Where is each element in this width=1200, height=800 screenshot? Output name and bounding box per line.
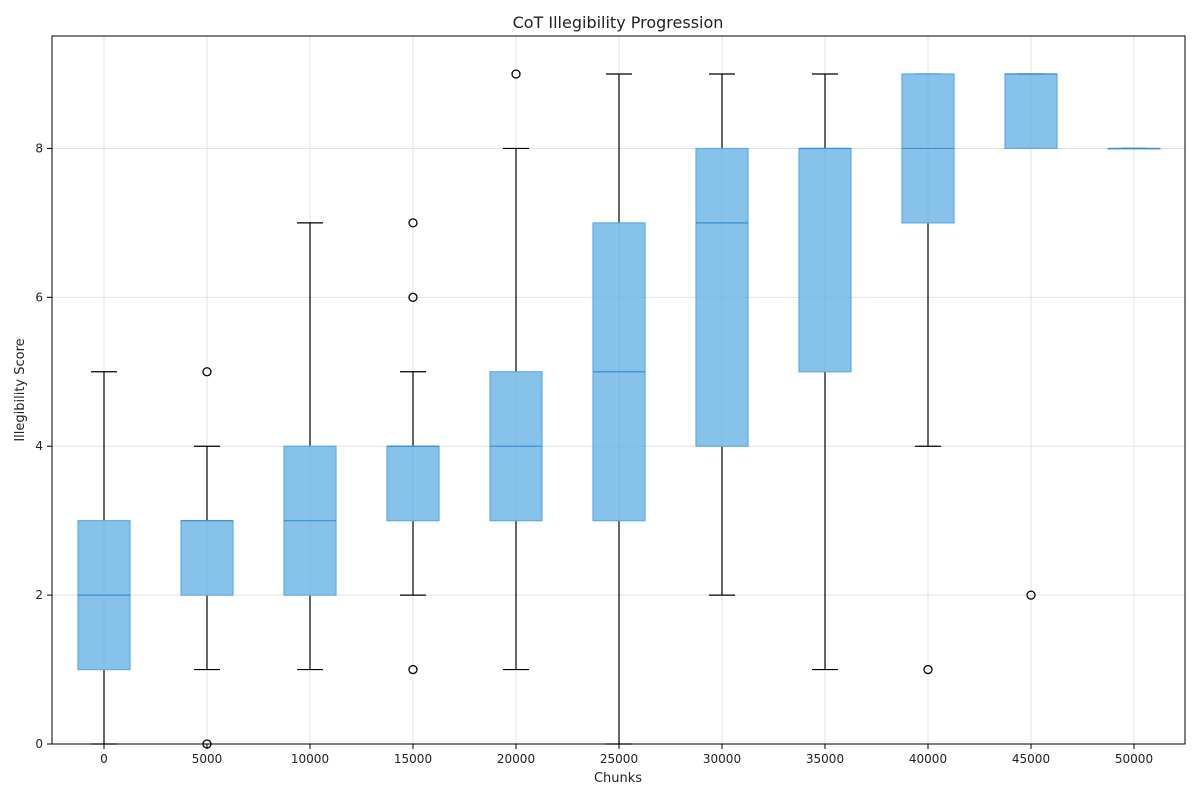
x-tick-label: 15000: [394, 752, 432, 766]
box-group: [1004, 73, 1058, 600]
x-axis-label: Chunks: [594, 771, 642, 786]
box: [180, 520, 234, 596]
box-series: [77, 69, 1161, 749]
y-axis-label: Illegibility Score: [13, 338, 28, 441]
outlier-point: [511, 69, 521, 79]
y-tick-label: 0: [35, 737, 43, 751]
x-tick-label: 30000: [703, 752, 741, 766]
outlier-point: [408, 664, 418, 675]
outlier-point: [1026, 590, 1036, 600]
y-tick-label: 6: [35, 290, 43, 304]
x-tick-label: 45000: [1012, 752, 1050, 766]
x-tick-label: 0: [100, 752, 108, 766]
outlier-point: [408, 218, 418, 228]
x-tick-label: 50000: [1115, 752, 1153, 766]
box: [798, 147, 852, 373]
y-tick-label: 4: [35, 439, 43, 453]
x-tick-label: 10000: [291, 752, 329, 766]
box-group: [592, 73, 646, 745]
y-tick-label: 2: [35, 588, 43, 602]
box-group: [386, 218, 440, 675]
box-group: [695, 73, 749, 596]
box: [386, 445, 440, 522]
x-axis-ticks: 0 5000 10000 15000 20000 25000 30000 35000 40000…: [100, 744, 1153, 766]
x-tick-label: 5000: [192, 752, 223, 766]
box-group: [1107, 147, 1161, 150]
box-group: [489, 69, 543, 671]
x-tick-label: 20000: [497, 752, 535, 766]
y-tick-label: 8: [35, 141, 43, 155]
outlier-point: [408, 292, 418, 302]
box-group: [798, 73, 852, 671]
box: [1004, 73, 1058, 150]
x-tick-label: 40000: [909, 752, 947, 766]
outlier-point: [202, 367, 212, 377]
y-axis-ticks: 0 2 4 6 8: [35, 141, 52, 751]
box: [695, 147, 749, 447]
box-group: [283, 222, 337, 671]
box-group: [901, 73, 955, 675]
x-tick-label: 25000: [600, 752, 638, 766]
x-tick-label: 35000: [806, 752, 844, 766]
outlier-point: [923, 664, 933, 675]
chart-title: CoT Illegibility Progression: [513, 13, 724, 32]
